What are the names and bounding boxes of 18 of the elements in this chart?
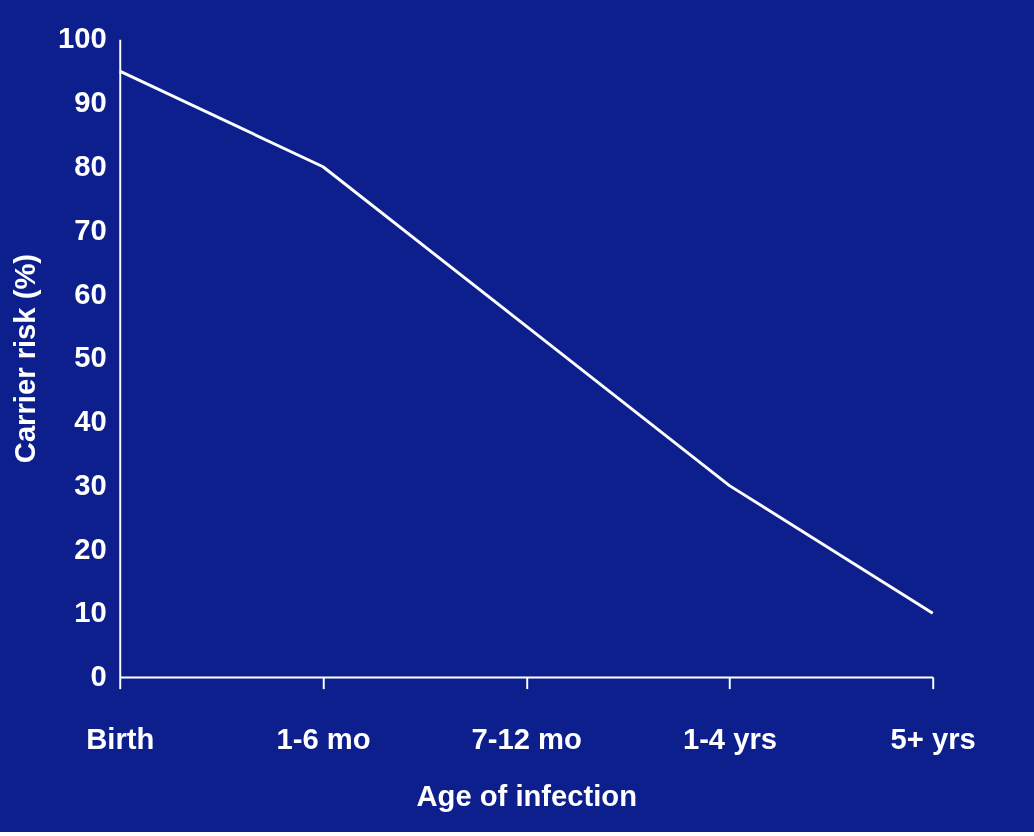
y-tick-label: 90 — [74, 86, 107, 119]
x-tick-label: Birth — [86, 723, 155, 756]
y-tick-label: 60 — [74, 277, 107, 310]
y-tick-label: 50 — [74, 341, 107, 374]
x-tick-label: 1-6 mo — [276, 723, 371, 756]
y-axis-title: Carrier risk (%) — [8, 253, 41, 464]
y-tick-label: 70 — [74, 213, 107, 246]
x-tick-label: 1-4 yrs — [682, 723, 778, 756]
y-tick-label: 80 — [74, 150, 107, 182]
y-tick-label: 20 — [74, 532, 107, 565]
y-tick-label: 100 — [57, 22, 107, 55]
y-tick-label: 30 — [74, 468, 107, 501]
x-tick-label: 7-12 mo — [471, 723, 582, 756]
x-axis-title: Age of infection — [416, 779, 637, 812]
x-tick-label: 5+ yrs — [890, 723, 976, 756]
y-tick-label: 40 — [74, 405, 107, 438]
y-tick-label: 0 — [90, 660, 107, 693]
y-tick-label: 10 — [74, 596, 107, 629]
